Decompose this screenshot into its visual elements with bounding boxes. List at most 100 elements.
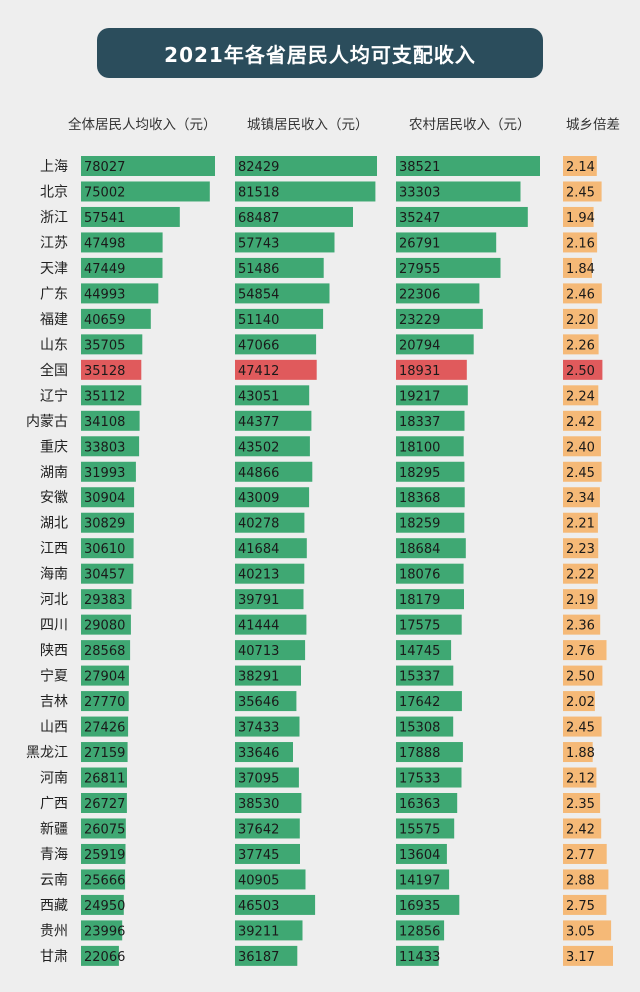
- value-label-rural: 14745: [399, 644, 440, 659]
- bar-rural: [396, 461, 465, 482]
- bar-ratio: [563, 716, 602, 737]
- bar-total: [81, 410, 140, 431]
- bar-urban: [235, 410, 312, 431]
- bar-rural: [396, 716, 454, 737]
- bar-rural: [396, 894, 460, 915]
- bar-ratio: [563, 461, 602, 482]
- bar-urban: [235, 920, 303, 941]
- value-label-total: 30829: [84, 517, 125, 532]
- province-label: 广东: [40, 286, 68, 302]
- bar-ratio: [563, 767, 597, 788]
- bar-ratio: [563, 359, 603, 380]
- bar-total: [81, 487, 135, 508]
- province-label: 吉林: [40, 694, 68, 710]
- value-label-total: 27770: [84, 695, 125, 710]
- value-label-total: 22066: [84, 950, 125, 965]
- value-label-rural: 18337: [399, 415, 440, 430]
- province-label: 新疆: [40, 821, 68, 837]
- value-label-ratio: 2.75: [566, 899, 595, 914]
- bar-total: [81, 614, 131, 635]
- bar-urban: [235, 614, 307, 635]
- bar-total: [81, 512, 134, 533]
- bar-rural: [396, 742, 463, 763]
- value-label-ratio: 2.02: [566, 695, 595, 710]
- value-label-rural: 38521: [399, 160, 440, 175]
- value-label-urban: 41444: [238, 619, 279, 634]
- bar-ratio: [563, 232, 598, 253]
- bar-rural: [396, 640, 452, 661]
- value-label-rural: 15337: [399, 670, 440, 685]
- value-label-total: 78027: [84, 160, 125, 175]
- value-label-rural: 18931: [399, 364, 440, 379]
- value-label-total: 35128: [84, 364, 125, 379]
- value-label-ratio: 2.26: [566, 338, 595, 353]
- value-label-rural: 17642: [399, 695, 440, 710]
- bar-rural: [396, 945, 439, 966]
- bar-urban: [235, 206, 353, 227]
- value-label-urban: 81518: [238, 185, 279, 200]
- province-label: 贵州: [40, 923, 68, 939]
- province-label: 宁夏: [40, 668, 68, 685]
- value-label-ratio: 2.40: [566, 440, 595, 455]
- bar-rural: [396, 614, 462, 635]
- bar-urban: [235, 843, 300, 864]
- value-label-urban: 44377: [238, 415, 279, 430]
- bar-urban: [235, 283, 330, 304]
- bar-ratio: [563, 283, 602, 304]
- bar-ratio: [563, 156, 597, 176]
- bar-urban: [235, 640, 306, 661]
- bar-rural: [396, 334, 474, 355]
- value-label-total: 47498: [84, 236, 125, 251]
- bar-total: [81, 793, 127, 813]
- value-label-ratio: 2.76: [566, 644, 595, 659]
- bar-rural: [396, 181, 521, 202]
- province-label: 湖南: [40, 465, 68, 481]
- bar-rural: [396, 920, 445, 941]
- bar-rural: [396, 232, 497, 253]
- value-label-total: 28568: [84, 644, 125, 659]
- value-label-ratio: 2.45: [566, 721, 595, 736]
- value-label-urban: 46503: [238, 899, 279, 914]
- bar-total: [81, 308, 151, 329]
- header-rural-income: 农村居民收入（元）: [409, 117, 531, 133]
- value-label-urban: 40713: [238, 644, 279, 659]
- bar-total: [81, 232, 163, 253]
- bar-urban: [235, 818, 300, 839]
- bar-urban: [235, 334, 317, 355]
- bar-urban: [235, 742, 293, 763]
- bar-rural: [396, 843, 447, 864]
- province-label: 湖北: [40, 516, 68, 532]
- bar-rural: [396, 283, 480, 304]
- value-label-urban: 43009: [238, 491, 279, 506]
- value-label-urban: 47066: [238, 338, 279, 353]
- bar-ratio: [563, 894, 607, 915]
- value-label-urban: 40213: [238, 568, 279, 583]
- province-label: 上海: [40, 159, 68, 175]
- value-label-rural: 13604: [399, 848, 440, 863]
- header-urban-income: 城镇居民收入（元）: [247, 117, 369, 133]
- value-label-urban: 41684: [238, 542, 279, 557]
- value-label-ratio: 2.42: [566, 415, 595, 430]
- value-label-ratio: 3.05: [566, 924, 595, 939]
- value-label-rural: 18295: [399, 466, 440, 481]
- value-label-total: 29383: [84, 593, 125, 608]
- province-label: 海南: [40, 567, 68, 583]
- province-label: 甘肃: [40, 949, 68, 965]
- bar-ratio: [563, 538, 599, 559]
- bar-total: [81, 691, 129, 712]
- value-label-rural: 15308: [399, 721, 440, 736]
- bar-rural: [396, 869, 450, 890]
- province-label: 山东: [40, 337, 68, 353]
- bar-urban: [235, 538, 307, 559]
- bar-ratio: [563, 487, 600, 508]
- bar-ratio: [563, 512, 598, 533]
- bar-total: [81, 920, 123, 941]
- bar-total: [81, 767, 127, 788]
- bar-rural: [396, 665, 454, 686]
- bar-ratio: [563, 614, 601, 635]
- province-label: 四川: [40, 618, 68, 634]
- province-label: 山西: [40, 720, 68, 736]
- bar-urban: [235, 257, 324, 278]
- value-label-rural: 14197: [399, 873, 440, 888]
